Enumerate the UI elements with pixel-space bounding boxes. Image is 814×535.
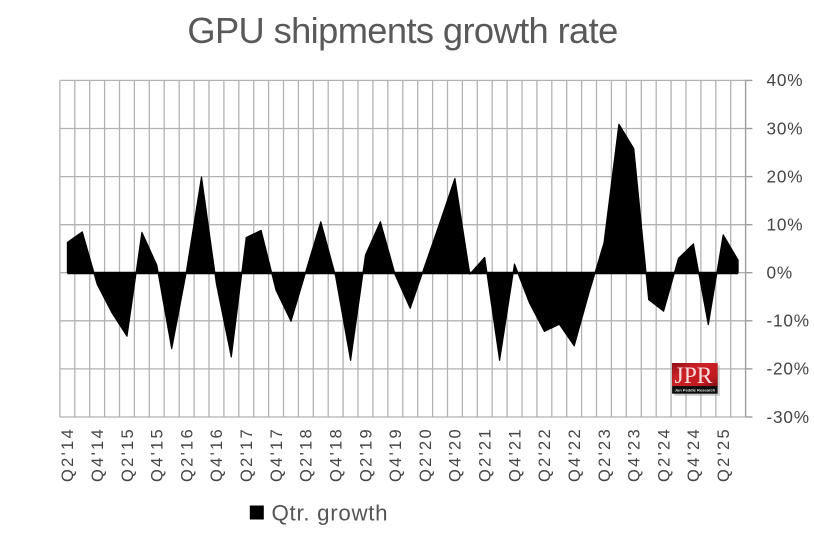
- svg-text:Q4'17: Q4'17: [268, 427, 286, 482]
- svg-text:Q4'21: Q4'21: [506, 427, 524, 482]
- svg-text:Q2'23: Q2'23: [596, 427, 614, 482]
- svg-text:Q2'20: Q2'20: [417, 427, 435, 482]
- svg-text:0%: 0%: [767, 263, 793, 283]
- svg-text:20%: 20%: [767, 166, 804, 186]
- svg-text:Q4'24: Q4'24: [685, 427, 703, 482]
- svg-text:Q2'15: Q2'15: [119, 427, 137, 482]
- svg-text:Q2'24: Q2'24: [655, 427, 673, 482]
- svg-text:Q4'23: Q4'23: [626, 427, 644, 482]
- svg-text:Q4'20: Q4'20: [447, 427, 465, 482]
- svg-text:GPU shipments growth rate: GPU shipments growth rate: [187, 10, 617, 51]
- svg-text:Q2'18: Q2'18: [298, 427, 316, 482]
- svg-text:Q2'25: Q2'25: [715, 427, 733, 482]
- svg-text:Q4'19: Q4'19: [387, 427, 405, 482]
- svg-text:Q4'18: Q4'18: [328, 427, 346, 482]
- svg-text:Q4'14: Q4'14: [89, 427, 107, 482]
- svg-text:Q4'15: Q4'15: [149, 427, 167, 482]
- svg-text:Q2'21: Q2'21: [477, 427, 495, 482]
- svg-text:40%: 40%: [767, 70, 804, 90]
- svg-text:-30%: -30%: [767, 407, 810, 427]
- svg-text:Q4'16: Q4'16: [208, 427, 226, 482]
- svg-text:Qtr. growth: Qtr. growth: [272, 501, 389, 526]
- svg-text:Q2'17: Q2'17: [238, 427, 256, 482]
- svg-text:Q2'14: Q2'14: [59, 427, 77, 482]
- svg-text:Q4'22: Q4'22: [566, 427, 584, 482]
- svg-text:-10%: -10%: [767, 311, 810, 331]
- svg-text:Q2'19: Q2'19: [357, 427, 375, 482]
- svg-text:JPR: JPR: [675, 363, 713, 389]
- svg-text:-20%: -20%: [767, 359, 810, 379]
- svg-text:Q2'22: Q2'22: [536, 427, 554, 482]
- svg-text:10%: 10%: [767, 215, 804, 235]
- svg-text:Q2'16: Q2'16: [178, 427, 196, 482]
- svg-text:30%: 30%: [767, 118, 804, 138]
- svg-text:Jon Peddie Research: Jon Peddie Research: [675, 387, 716, 392]
